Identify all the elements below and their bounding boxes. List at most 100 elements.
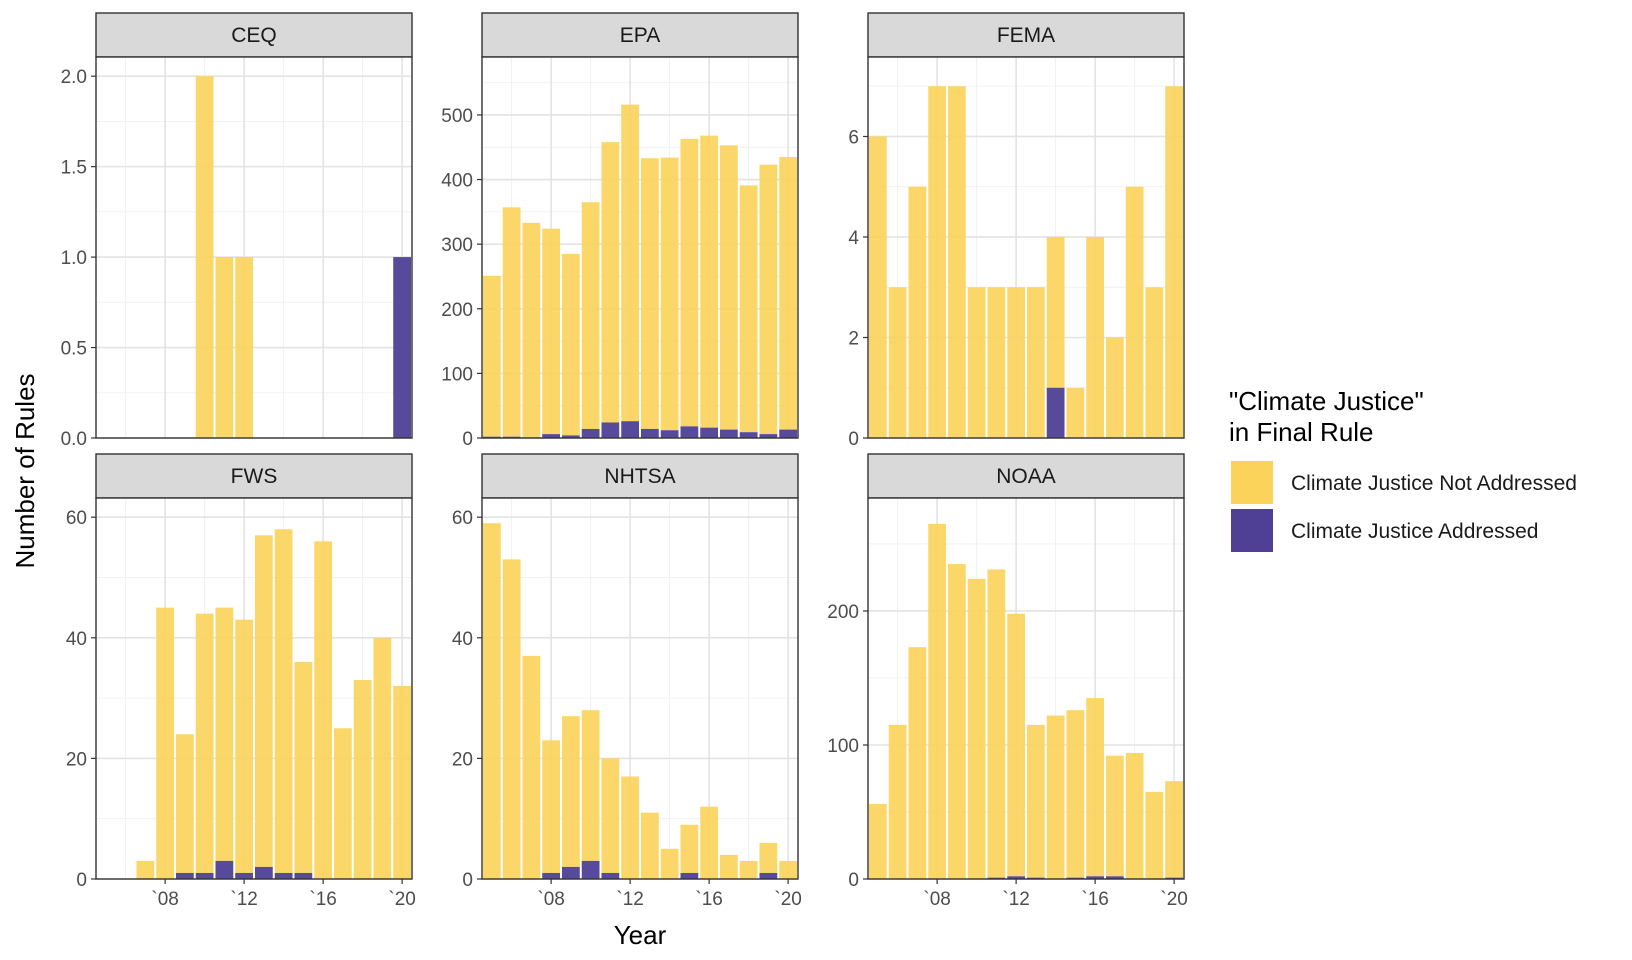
bar-not-addressed-fema-2015 xyxy=(1066,387,1085,438)
y-tick-label-fws: 20 xyxy=(66,749,87,770)
bar-not-addressed-fws-2017 xyxy=(333,728,352,879)
bar-not-addressed-nhtsa-2005 xyxy=(482,523,501,879)
bar-not-addressed-fws-2013 xyxy=(254,535,273,867)
bar-not-addressed-noaa-2010 xyxy=(967,578,986,879)
bar-not-addressed-nhtsa-2017 xyxy=(719,854,738,879)
bar-not-addressed-noaa-2017 xyxy=(1105,755,1124,877)
bar-not-addressed-ceq-2010 xyxy=(195,76,214,438)
bar-not-addressed-fema-2017 xyxy=(1105,337,1124,438)
bar-addressed-fws-2015 xyxy=(294,872,313,879)
y-tick-label-fema: 4 xyxy=(848,228,859,249)
legend-title-line-2: in Final Rule xyxy=(1229,417,1374,447)
bar-addressed-fws-2014 xyxy=(274,872,293,879)
x-tick-label-nhtsa: `16 xyxy=(695,889,722,910)
y-tick-label-epa: 500 xyxy=(441,106,473,127)
bar-not-addressed-fws-2015 xyxy=(294,661,313,873)
x-axis-title: Year xyxy=(614,920,667,950)
bar-addressed-epa-2019 xyxy=(759,434,778,438)
bar-not-addressed-nhtsa-2018 xyxy=(739,860,758,879)
bar-not-addressed-nhtsa-2013 xyxy=(640,812,659,879)
bar-addressed-ceq-2020 xyxy=(393,257,412,438)
bar-addressed-nhtsa-2015 xyxy=(680,872,699,879)
bar-not-addressed-epa-2020 xyxy=(779,156,798,430)
bar-addressed-epa-2020 xyxy=(779,429,798,438)
bar-not-addressed-noaa-2014 xyxy=(1046,715,1065,879)
panel-title-noaa: NOAA xyxy=(996,465,1056,488)
y-tick-label-nhtsa: 40 xyxy=(452,629,473,650)
bar-not-addressed-epa-2016 xyxy=(700,135,719,428)
panel-fws: FWS 0 20 40 60 `08 `12 `16 `20 xyxy=(66,453,416,910)
x-tick-label-noaa: `20 xyxy=(1160,889,1187,910)
bar-not-addressed-fws-2011 xyxy=(215,607,234,861)
bar-addressed-nhtsa-2010 xyxy=(581,860,600,879)
panel-strip-ceq xyxy=(95,12,413,58)
y-tick-label-fws: 40 xyxy=(66,629,87,650)
bar-not-addressed-noaa-2012 xyxy=(1007,613,1026,877)
bar-not-addressed-noaa-2018 xyxy=(1125,753,1144,879)
panel-nhtsa: NHTSA 0 20 40 60 `08 `12 `16 `20 xyxy=(452,453,802,910)
y-tick-label-epa: 400 xyxy=(441,171,473,192)
bar-not-addressed-nhtsa-2016 xyxy=(700,806,719,879)
bar-not-addressed-epa-2009 xyxy=(561,253,580,436)
bar-not-addressed-epa-2018 xyxy=(739,185,758,433)
bar-not-addressed-epa-2006 xyxy=(502,207,521,437)
bar-addressed-epa-2008 xyxy=(542,434,561,438)
x-tick-label-fws: `12 xyxy=(230,889,257,910)
bar-not-addressed-nhtsa-2019 xyxy=(759,842,778,873)
x-tick-label-nhtsa: `12 xyxy=(616,889,643,910)
y-tick-label-fws: 60 xyxy=(66,508,87,529)
bar-addressed-fema-2014 xyxy=(1046,387,1065,438)
bar-not-addressed-fema-2005 xyxy=(868,136,887,438)
x-tick-label-fws: `08 xyxy=(151,889,178,910)
bar-not-addressed-epa-2005 xyxy=(482,275,501,437)
bar-not-addressed-fws-2010 xyxy=(195,613,214,873)
y-tick-label-fws: 0 xyxy=(76,870,87,891)
bar-not-addressed-nhtsa-2012 xyxy=(621,776,640,879)
bar-addressed-nhtsa-2009 xyxy=(561,866,580,879)
bar-addressed-noaa-2017 xyxy=(1105,876,1124,879)
bar-addressed-fws-2011 xyxy=(215,860,234,879)
panel-strip-epa xyxy=(481,12,799,58)
bar-not-addressed-nhtsa-2006 xyxy=(502,559,521,879)
panel-strip-noaa xyxy=(867,453,1185,499)
bar-not-addressed-fema-2010 xyxy=(967,287,986,438)
bar-not-addressed-fws-2009 xyxy=(175,734,194,873)
bar-addressed-epa-2016 xyxy=(700,427,719,438)
y-tick-label-ceq: 0.5 xyxy=(61,339,87,360)
bar-not-addressed-nhtsa-2011 xyxy=(601,758,620,873)
bar-not-addressed-fws-2016 xyxy=(314,541,333,879)
bar-not-addressed-ceq-2012 xyxy=(235,257,254,438)
bar-not-addressed-nhtsa-2010 xyxy=(581,710,600,861)
bar-addressed-epa-2015 xyxy=(680,426,699,438)
bar-not-addressed-noaa-2016 xyxy=(1086,698,1105,877)
legend: "Climate Justice" in Final Rule Climate … xyxy=(1229,386,1577,552)
panel-noaa: NOAA 0 100 200 `08 `12 `16 `20 xyxy=(827,453,1188,910)
bar-addressed-noaa-2012 xyxy=(1007,876,1026,879)
bar-addressed-epa-2013 xyxy=(640,428,659,438)
panel-title-nhtsa: NHTSA xyxy=(604,465,675,488)
bar-not-addressed-fema-2011 xyxy=(987,287,1006,438)
bar-not-addressed-noaa-2019 xyxy=(1145,791,1164,879)
bar-not-addressed-noaa-2015 xyxy=(1066,710,1085,878)
bar-not-addressed-epa-2014 xyxy=(660,157,679,431)
bar-addressed-epa-2014 xyxy=(660,430,679,438)
bar-not-addressed-fws-2008 xyxy=(156,607,175,879)
bar-not-addressed-fws-2020 xyxy=(393,686,412,879)
bar-not-addressed-fws-2007 xyxy=(136,860,155,879)
bar-not-addressed-fws-2014 xyxy=(274,529,293,873)
panel-strip-nhtsa xyxy=(481,453,799,499)
bar-addressed-epa-2011 xyxy=(601,422,620,438)
panel-strip-fws xyxy=(95,453,413,499)
panel-fema: FEMA 0 2 4 6 xyxy=(848,12,1185,450)
y-tick-label-noaa: 200 xyxy=(827,602,859,623)
bar-not-addressed-noaa-2009 xyxy=(947,564,966,879)
bar-not-addressed-fema-2008 xyxy=(928,86,947,438)
x-tick-label-fws: `20 xyxy=(388,889,415,910)
bar-not-addressed-epa-2007 xyxy=(522,222,541,438)
y-tick-label-nhtsa: 60 xyxy=(452,508,473,529)
panel-title-ceq: CEQ xyxy=(231,24,277,47)
y-tick-label-ceq: 2.0 xyxy=(61,67,87,88)
bar-addressed-epa-2010 xyxy=(581,428,600,438)
y-axis-title: Number of Rules xyxy=(10,373,40,568)
legend-swatch-addressed xyxy=(1231,509,1273,552)
